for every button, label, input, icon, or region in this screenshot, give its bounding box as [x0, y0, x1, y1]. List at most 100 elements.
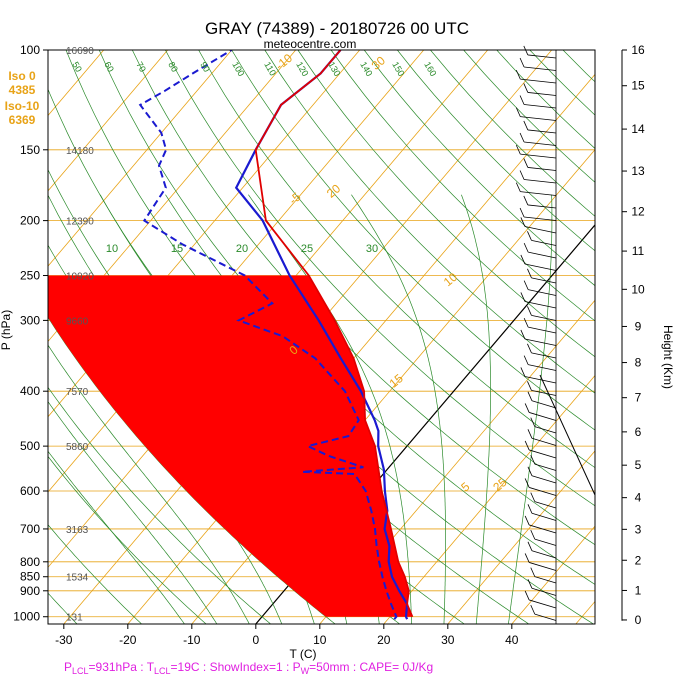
footer-indices: PLCL=931hPa : TLCL=19C : ShowIndex=1 : P… — [64, 660, 433, 675]
std-height-1000: 131 — [66, 613, 83, 624]
boundary-line — [539, 374, 596, 496]
isotherm-label-5: 5 — [458, 479, 472, 494]
wind-barb — [528, 364, 557, 371]
wind-barb-flag — [523, 355, 529, 365]
dry-adiabat-190 — [529, 50, 595, 116]
isotherm--80 — [48, 50, 233, 267]
moist-adiabat-label-30: 30 — [366, 243, 378, 255]
wind-barb — [534, 463, 557, 471]
wind-barb-flag — [527, 391, 533, 401]
y-tick-label-900: 900 — [20, 584, 40, 598]
x-tick-label--20: -20 — [119, 633, 137, 647]
wind-barb-flag — [520, 217, 526, 227]
wind-barb — [524, 301, 557, 309]
height-tick-label-3: 3 — [635, 522, 642, 536]
y-tick-label-1000: 1000 — [13, 610, 40, 624]
iso0-label: Iso 0 — [8, 69, 36, 83]
x-tick-label--10: -10 — [183, 633, 201, 647]
height-tick-label-6: 6 — [635, 425, 642, 439]
x-tick-label-30: 30 — [441, 633, 455, 647]
wind-barb — [520, 153, 557, 159]
y-axis-label: P (hPa) — [0, 310, 13, 350]
wind-barb — [531, 587, 557, 596]
wind-barb — [531, 239, 557, 246]
moist-adiabat-40 — [508, 194, 553, 624]
wind-barb — [524, 179, 557, 184]
y-tick-label-800: 800 — [20, 555, 40, 569]
isotherm-40 — [511, 525, 595, 624]
wind-barb-flag — [527, 306, 532, 316]
height-tick-label-7: 7 — [635, 391, 642, 405]
height-tick-label-2: 2 — [635, 553, 642, 567]
wind-barb-flag — [527, 504, 533, 514]
wind-barb — [534, 426, 557, 434]
chart-title: GRAY (74389) - 20180726 00 UTC — [205, 19, 469, 38]
wind-barb — [520, 116, 557, 121]
iso-10-value: 6369 — [9, 113, 36, 127]
wind-barb-flag — [523, 317, 529, 328]
dry-adiabat-100 — [231, 50, 595, 431]
wind-barb — [524, 141, 557, 146]
wind-barb — [529, 599, 557, 609]
wind-barb — [528, 289, 557, 296]
series-temperature — [234, 50, 409, 620]
dry-adiabat-0 — [48, 386, 272, 624]
dry-adiabat-label-120: 120 — [294, 60, 310, 78]
x-tick-label-20: 20 — [377, 633, 391, 647]
wind-barb — [524, 104, 557, 109]
x-tick-label--30: -30 — [55, 633, 73, 647]
wind-barb — [527, 92, 557, 96]
dry-adiabat-110 — [264, 50, 595, 394]
wind-barb — [528, 326, 557, 334]
std-height-400: 7570 — [66, 387, 89, 398]
wind-barb — [531, 352, 557, 359]
series-dewpoint — [138, 50, 398, 620]
x-axis-label: T (C) — [289, 647, 316, 661]
isotherm--20 — [127, 73, 595, 624]
wind-barb-flag — [515, 144, 521, 155]
wind-barb — [531, 277, 557, 284]
wind-barb-flag — [527, 231, 532, 241]
dry-adiabat-label-100: 100 — [230, 60, 246, 78]
wind-barb-flag — [524, 553, 530, 563]
wind-barb-flag — [530, 454, 536, 465]
moist-adiabat-label-20: 20 — [236, 243, 248, 255]
wind-barb-flag — [530, 417, 536, 427]
cape-area — [48, 275, 413, 617]
height-tick-label-4: 4 — [635, 491, 642, 505]
dry-adiabat-label-90: 90 — [198, 60, 212, 74]
dry-adiabat-150 — [397, 50, 595, 252]
wind-barb — [531, 400, 557, 409]
wind-barb-flag — [523, 120, 529, 131]
wind-barb-flag — [519, 170, 525, 180]
height-tick-label-14: 14 — [631, 122, 645, 136]
height-tick-label-12: 12 — [631, 205, 645, 219]
moist-adiabat-35 — [461, 194, 491, 624]
chart-subtitle: meteocentre.com — [264, 37, 357, 51]
wind-barb-flag — [524, 478, 530, 488]
wind-barb — [524, 376, 557, 384]
wind-barb-flag — [515, 69, 521, 80]
height-tick-label-15: 15 — [631, 79, 645, 93]
height-axis-label: Height (Km) — [661, 325, 675, 389]
dry-adiabat-140 — [363, 50, 595, 287]
height-tick-label-0: 0 — [635, 613, 642, 627]
wind-barb-flag — [527, 268, 532, 279]
dry-adiabat-label-60: 60 — [102, 60, 116, 74]
wind-barb — [531, 389, 557, 396]
x-tick-label-0: 0 — [252, 633, 259, 647]
dry-adiabat-120 — [297, 50, 595, 358]
height-tick-label-13: 13 — [631, 164, 645, 178]
std-height-250: 10920 — [66, 272, 94, 283]
std-height-500: 5860 — [66, 442, 89, 453]
dry-adiabat-label-160: 160 — [422, 60, 438, 78]
wind-barb — [531, 550, 557, 559]
wind-barb — [531, 512, 557, 521]
dry-adiabat-label-150: 150 — [390, 60, 406, 78]
wind-barb — [529, 449, 557, 459]
wind-barb — [529, 524, 557, 534]
iso-10-label: Iso-10 — [5, 99, 40, 113]
wind-barb-flag — [519, 132, 525, 143]
